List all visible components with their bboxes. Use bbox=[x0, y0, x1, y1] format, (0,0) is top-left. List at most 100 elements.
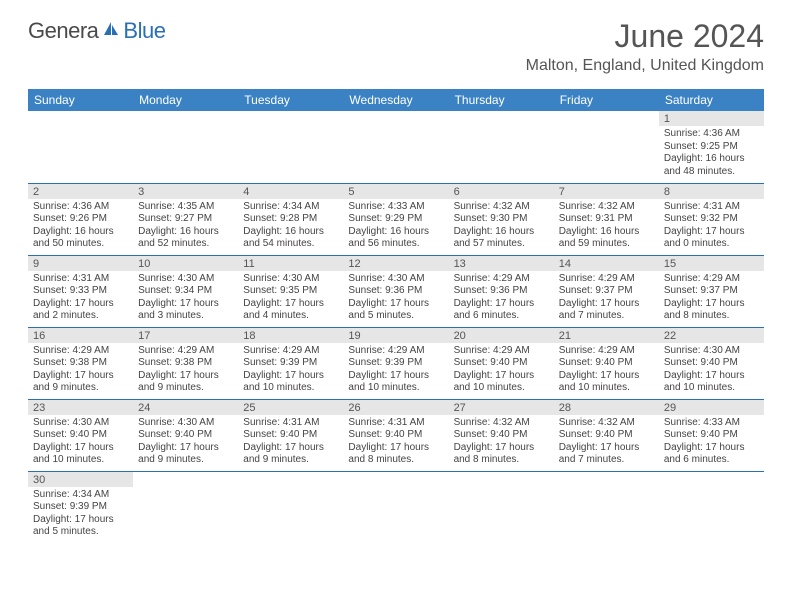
calendar-day-cell: 24Sunrise: 4:30 AMSunset: 9:40 PMDayligh… bbox=[133, 399, 238, 471]
calendar-week-row: 2Sunrise: 4:36 AMSunset: 9:26 PMDaylight… bbox=[28, 183, 764, 255]
day-number: 30 bbox=[28, 472, 133, 487]
day-detail: Sunrise: 4:32 AMSunset: 9:40 PMDaylight:… bbox=[554, 415, 659, 470]
calendar-week-row: 23Sunrise: 4:30 AMSunset: 9:40 PMDayligh… bbox=[28, 399, 764, 471]
day-number: 11 bbox=[238, 256, 343, 271]
day-detail: Sunrise: 4:30 AMSunset: 9:34 PMDaylight:… bbox=[133, 271, 238, 326]
day-detail: Sunrise: 4:30 AMSunset: 9:35 PMDaylight:… bbox=[238, 271, 343, 326]
day-number: 10 bbox=[133, 256, 238, 271]
month-title: June 2024 bbox=[526, 18, 764, 55]
day-number: 21 bbox=[554, 328, 659, 343]
logo-text-suffix: Blue bbox=[123, 18, 165, 44]
calendar-day-cell: 9Sunrise: 4:31 AMSunset: 9:33 PMDaylight… bbox=[28, 255, 133, 327]
weekday-header: Saturday bbox=[659, 89, 764, 111]
day-number: 28 bbox=[554, 400, 659, 415]
weekday-header: Wednesday bbox=[343, 89, 448, 111]
day-detail: Sunrise: 4:32 AMSunset: 9:31 PMDaylight:… bbox=[554, 199, 659, 254]
day-detail: Sunrise: 4:29 AMSunset: 9:36 PMDaylight:… bbox=[449, 271, 554, 326]
day-number: 13 bbox=[449, 256, 554, 271]
calendar-day-cell: 10Sunrise: 4:30 AMSunset: 9:34 PMDayligh… bbox=[133, 255, 238, 327]
calendar-day-cell: 27Sunrise: 4:32 AMSunset: 9:40 PMDayligh… bbox=[449, 399, 554, 471]
day-number: 9 bbox=[28, 256, 133, 271]
day-detail: Sunrise: 4:31 AMSunset: 9:40 PMDaylight:… bbox=[238, 415, 343, 470]
day-number: 24 bbox=[133, 400, 238, 415]
day-number: 5 bbox=[343, 184, 448, 199]
day-detail: Sunrise: 4:31 AMSunset: 9:32 PMDaylight:… bbox=[659, 199, 764, 254]
day-detail: Sunrise: 4:30 AMSunset: 9:40 PMDaylight:… bbox=[133, 415, 238, 470]
location-text: Malton, England, United Kingdom bbox=[526, 57, 764, 75]
calendar-day-cell: 17Sunrise: 4:29 AMSunset: 9:38 PMDayligh… bbox=[133, 327, 238, 399]
calendar-day-cell: 28Sunrise: 4:32 AMSunset: 9:40 PMDayligh… bbox=[554, 399, 659, 471]
day-number: 1 bbox=[659, 111, 764, 126]
calendar-day-cell: 22Sunrise: 4:30 AMSunset: 9:40 PMDayligh… bbox=[659, 327, 764, 399]
calendar-day-cell bbox=[449, 471, 554, 543]
calendar-day-cell: 7Sunrise: 4:32 AMSunset: 9:31 PMDaylight… bbox=[554, 183, 659, 255]
calendar-day-cell: 15Sunrise: 4:29 AMSunset: 9:37 PMDayligh… bbox=[659, 255, 764, 327]
calendar-day-cell bbox=[449, 111, 554, 183]
day-number: 2 bbox=[28, 184, 133, 199]
day-number: 7 bbox=[554, 184, 659, 199]
calendar-day-cell bbox=[133, 471, 238, 543]
calendar-day-cell: 19Sunrise: 4:29 AMSunset: 9:39 PMDayligh… bbox=[343, 327, 448, 399]
day-number: 16 bbox=[28, 328, 133, 343]
weekday-header: Sunday bbox=[28, 89, 133, 111]
calendar-day-cell: 29Sunrise: 4:33 AMSunset: 9:40 PMDayligh… bbox=[659, 399, 764, 471]
calendar-day-cell: 8Sunrise: 4:31 AMSunset: 9:32 PMDaylight… bbox=[659, 183, 764, 255]
title-block: June 2024 Malton, England, United Kingdo… bbox=[526, 18, 764, 75]
calendar-day-cell: 25Sunrise: 4:31 AMSunset: 9:40 PMDayligh… bbox=[238, 399, 343, 471]
calendar-day-cell bbox=[554, 471, 659, 543]
calendar-week-row: 9Sunrise: 4:31 AMSunset: 9:33 PMDaylight… bbox=[28, 255, 764, 327]
logo-text-main: Genera bbox=[28, 18, 98, 44]
day-detail: Sunrise: 4:36 AMSunset: 9:25 PMDaylight:… bbox=[659, 126, 764, 181]
day-number: 25 bbox=[238, 400, 343, 415]
calendar-day-cell: 1Sunrise: 4:36 AMSunset: 9:25 PMDaylight… bbox=[659, 111, 764, 183]
calendar-day-cell: 23Sunrise: 4:30 AMSunset: 9:40 PMDayligh… bbox=[28, 399, 133, 471]
day-detail: Sunrise: 4:34 AMSunset: 9:39 PMDaylight:… bbox=[28, 487, 133, 542]
calendar-day-cell bbox=[343, 111, 448, 183]
logo: Genera Blue bbox=[28, 18, 165, 44]
calendar-week-row: 16Sunrise: 4:29 AMSunset: 9:38 PMDayligh… bbox=[28, 327, 764, 399]
logo-sail-icon bbox=[102, 20, 120, 43]
calendar-day-cell: 13Sunrise: 4:29 AMSunset: 9:36 PMDayligh… bbox=[449, 255, 554, 327]
calendar-day-cell bbox=[238, 111, 343, 183]
calendar-day-cell: 30Sunrise: 4:34 AMSunset: 9:39 PMDayligh… bbox=[28, 471, 133, 543]
calendar-day-cell: 3Sunrise: 4:35 AMSunset: 9:27 PMDaylight… bbox=[133, 183, 238, 255]
calendar-day-cell: 5Sunrise: 4:33 AMSunset: 9:29 PMDaylight… bbox=[343, 183, 448, 255]
day-detail: Sunrise: 4:31 AMSunset: 9:33 PMDaylight:… bbox=[28, 271, 133, 326]
day-detail: Sunrise: 4:30 AMSunset: 9:40 PMDaylight:… bbox=[28, 415, 133, 470]
day-detail: Sunrise: 4:29 AMSunset: 9:37 PMDaylight:… bbox=[659, 271, 764, 326]
calendar-day-cell: 14Sunrise: 4:29 AMSunset: 9:37 PMDayligh… bbox=[554, 255, 659, 327]
weekday-header: Friday bbox=[554, 89, 659, 111]
day-number: 26 bbox=[343, 400, 448, 415]
calendar-day-cell bbox=[554, 111, 659, 183]
day-detail: Sunrise: 4:34 AMSunset: 9:28 PMDaylight:… bbox=[238, 199, 343, 254]
calendar-day-cell: 4Sunrise: 4:34 AMSunset: 9:28 PMDaylight… bbox=[238, 183, 343, 255]
weekday-header: Monday bbox=[133, 89, 238, 111]
day-number: 17 bbox=[133, 328, 238, 343]
day-detail: Sunrise: 4:29 AMSunset: 9:40 PMDaylight:… bbox=[449, 343, 554, 398]
calendar-day-cell bbox=[238, 471, 343, 543]
day-detail: Sunrise: 4:31 AMSunset: 9:40 PMDaylight:… bbox=[343, 415, 448, 470]
day-number: 15 bbox=[659, 256, 764, 271]
day-detail: Sunrise: 4:33 AMSunset: 9:29 PMDaylight:… bbox=[343, 199, 448, 254]
weekday-header: Thursday bbox=[449, 89, 554, 111]
calendar-table: Sunday Monday Tuesday Wednesday Thursday… bbox=[28, 89, 764, 543]
day-number: 8 bbox=[659, 184, 764, 199]
calendar-day-cell bbox=[659, 471, 764, 543]
calendar-day-cell: 20Sunrise: 4:29 AMSunset: 9:40 PMDayligh… bbox=[449, 327, 554, 399]
day-detail: Sunrise: 4:33 AMSunset: 9:40 PMDaylight:… bbox=[659, 415, 764, 470]
weekday-header: Tuesday bbox=[238, 89, 343, 111]
day-detail: Sunrise: 4:29 AMSunset: 9:38 PMDaylight:… bbox=[28, 343, 133, 398]
day-number: 22 bbox=[659, 328, 764, 343]
calendar-day-cell bbox=[28, 111, 133, 183]
calendar-day-cell: 21Sunrise: 4:29 AMSunset: 9:40 PMDayligh… bbox=[554, 327, 659, 399]
calendar-week-row: 30Sunrise: 4:34 AMSunset: 9:39 PMDayligh… bbox=[28, 471, 764, 543]
calendar-day-cell: 2Sunrise: 4:36 AMSunset: 9:26 PMDaylight… bbox=[28, 183, 133, 255]
calendar-day-cell: 16Sunrise: 4:29 AMSunset: 9:38 PMDayligh… bbox=[28, 327, 133, 399]
day-number: 27 bbox=[449, 400, 554, 415]
day-number: 19 bbox=[343, 328, 448, 343]
day-detail: Sunrise: 4:29 AMSunset: 9:37 PMDaylight:… bbox=[554, 271, 659, 326]
calendar-day-cell: 6Sunrise: 4:32 AMSunset: 9:30 PMDaylight… bbox=[449, 183, 554, 255]
calendar-day-cell: 26Sunrise: 4:31 AMSunset: 9:40 PMDayligh… bbox=[343, 399, 448, 471]
day-number: 20 bbox=[449, 328, 554, 343]
day-detail: Sunrise: 4:35 AMSunset: 9:27 PMDaylight:… bbox=[133, 199, 238, 254]
